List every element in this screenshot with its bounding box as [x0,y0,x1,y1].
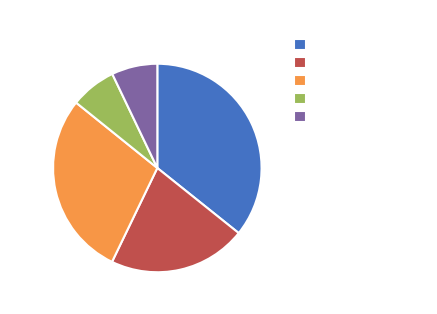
Wedge shape [53,103,157,262]
Wedge shape [157,64,262,233]
Wedge shape [76,74,157,168]
Wedge shape [112,64,157,168]
Wedge shape [112,168,239,272]
Legend: Web系
（WordPress）, Web系(その他), 健康, 育児, F1: Web系 （WordPress）, Web系(その他), 健康, 育児, F1 [294,39,347,122]
